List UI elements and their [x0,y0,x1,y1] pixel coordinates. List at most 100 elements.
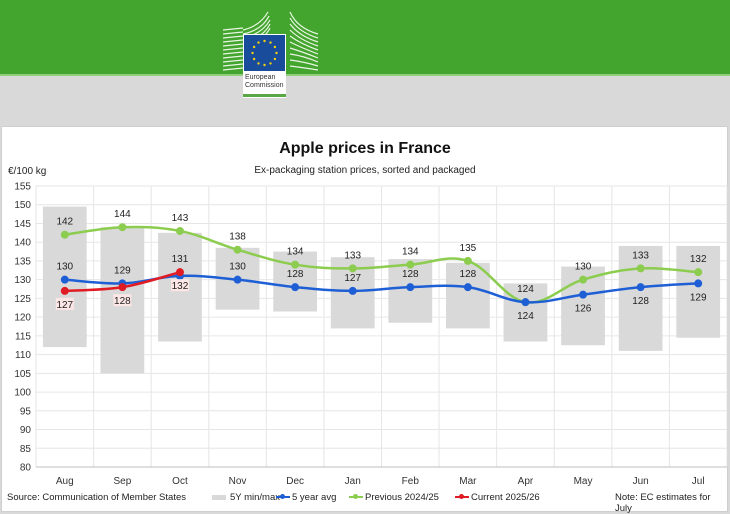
data-label: 133 [344,250,361,261]
data-label: 129 [114,265,131,276]
chart-subtitle: Ex-packaging station prices, sorted and … [254,165,476,176]
x-tick-label: Aug [56,476,74,487]
logo-text-line2: Commission [245,82,284,89]
legend-avg-label: 5 year avg [292,492,337,503]
data-point [694,268,703,277]
x-tick-label: Feb [402,476,420,487]
y-tick-label: 150 [14,200,31,211]
data-point [175,268,184,277]
source-note: Source: Communication of Member States [7,492,186,503]
data-label: 144 [114,209,131,220]
series-line [64,274,699,304]
range-bar [676,245,721,338]
estimate-note: Note: EC estimates for July [615,492,711,514]
legend-prev-label: Previous 2024/25 [365,492,439,503]
data-label: 133 [632,250,649,261]
data-point [521,298,530,307]
x-tick-label: Nov [229,476,247,487]
data-label: 128 [287,269,304,280]
data-point [118,283,127,292]
legend-prev-line-icon [349,494,363,500]
data-point [694,279,703,288]
data-point [233,275,242,284]
x-tick-label: Apr [518,476,534,487]
x-tick-label: Jun [633,476,649,487]
data-point [406,283,415,292]
data-point [348,286,357,295]
data-point [348,264,357,273]
data-point [463,256,472,265]
y-tick-label: 155 [14,182,31,193]
y-tick-label: 135 [14,256,31,267]
data-label: 134 [287,247,304,258]
legend-item-prev: Previous 2024/25 [349,492,439,503]
data-point [291,283,300,292]
data-label: 127 [56,300,73,311]
data-label: 124 [517,284,534,295]
data-point [175,226,184,235]
x-tick-label: Oct [172,476,188,487]
header-banner [0,0,730,74]
data-label: 132 [172,281,189,292]
data-label: 129 [690,292,707,303]
data-point [579,290,588,299]
data-point [118,223,127,232]
logo-text-line1: European [245,74,276,81]
logo-text: European Commission [245,74,284,90]
x-tick-label: Mar [459,476,477,487]
y-tick-label: 130 [14,275,31,286]
data-point [406,260,415,269]
legend-curr-label: Current 2025/26 [471,492,540,503]
data-label: 127 [344,273,361,284]
data-point [291,260,300,269]
header-gray-band [0,76,730,126]
label-background [170,279,189,292]
data-label: 143 [172,213,189,224]
data-point [636,264,645,273]
x-tick-label: Sep [113,476,131,487]
data-label: 135 [460,243,477,254]
data-label: 130 [575,262,592,273]
y-tick-label: 80 [20,463,32,474]
data-label: 126 [575,304,592,315]
range-bar [503,283,548,342]
data-point [60,286,69,295]
data-label: 128 [402,269,419,280]
y-tick-label: 105 [14,369,31,380]
range-bar [445,262,490,329]
data-point [60,230,69,239]
data-label: 131 [172,254,189,265]
y-tick-label: 125 [14,294,31,305]
y-axis-label: €/100 kg [8,166,47,177]
data-point [463,283,472,292]
chart-title: Apple prices in France [279,140,451,157]
eu-flag-icon [244,35,285,71]
y-tick-label: 100 [14,388,31,399]
x-tick-label: Jul [692,476,705,487]
x-tick-label: Jan [345,476,361,487]
range-bar [618,245,663,351]
data-label: 138 [229,232,246,243]
data-label: 130 [229,262,246,273]
y-tick-label: 120 [14,313,31,324]
data-point [233,245,242,254]
legend-range-swatch-icon [212,494,226,500]
data-label: 128 [114,296,131,307]
legend-range-label: 5Y min/max [230,492,280,503]
data-point [579,275,588,284]
y-tick-label: 140 [14,238,31,249]
data-label: 128 [632,296,649,307]
header-divider [0,74,730,76]
data-label: 128 [460,269,477,280]
commission-building-icon [222,11,319,71]
data-label: 130 [56,262,73,273]
data-label: 132 [690,254,707,265]
data-label: 124 [517,311,534,322]
y-tick-label: 145 [14,219,31,230]
y-tick-label: 90 [20,425,32,436]
legend-item-range: 5Y min/max [212,492,280,503]
logo-underline [243,94,286,97]
data-label: 142 [56,217,73,228]
data-point [636,283,645,292]
